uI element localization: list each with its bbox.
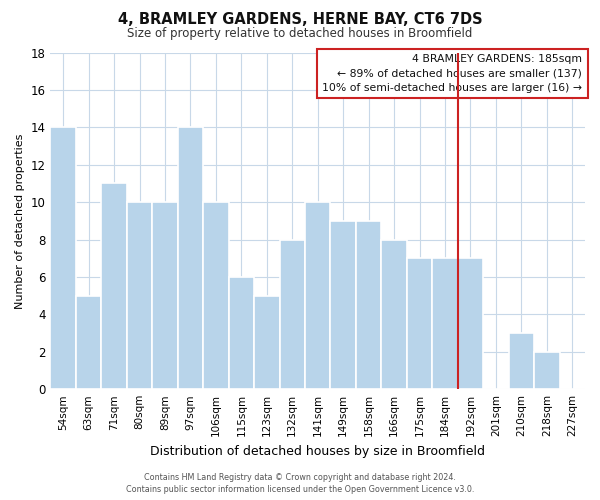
Bar xyxy=(509,333,534,389)
Bar xyxy=(458,258,483,389)
Bar xyxy=(152,202,178,389)
Bar xyxy=(382,240,407,389)
Bar xyxy=(407,258,432,389)
Text: Contains HM Land Registry data © Crown copyright and database right 2024.
Contai: Contains HM Land Registry data © Crown c… xyxy=(126,472,474,494)
Bar xyxy=(254,296,280,389)
Bar xyxy=(331,221,356,389)
Bar xyxy=(356,221,382,389)
Bar xyxy=(203,202,229,389)
Text: Size of property relative to detached houses in Broomfield: Size of property relative to detached ho… xyxy=(127,28,473,40)
Bar xyxy=(534,352,560,389)
Y-axis label: Number of detached properties: Number of detached properties xyxy=(15,133,25,308)
Text: 4, BRAMLEY GARDENS, HERNE BAY, CT6 7DS: 4, BRAMLEY GARDENS, HERNE BAY, CT6 7DS xyxy=(118,12,482,28)
Text: 4 BRAMLEY GARDENS: 185sqm
← 89% of detached houses are smaller (137)
10% of semi: 4 BRAMLEY GARDENS: 185sqm ← 89% of detac… xyxy=(322,54,583,93)
Bar xyxy=(127,202,152,389)
Bar xyxy=(432,258,458,389)
Bar xyxy=(178,128,203,389)
Bar xyxy=(50,128,76,389)
Bar xyxy=(229,277,254,389)
Bar xyxy=(305,202,331,389)
X-axis label: Distribution of detached houses by size in Broomfield: Distribution of detached houses by size … xyxy=(150,444,485,458)
Bar xyxy=(101,184,127,389)
Bar xyxy=(76,296,101,389)
Bar xyxy=(280,240,305,389)
